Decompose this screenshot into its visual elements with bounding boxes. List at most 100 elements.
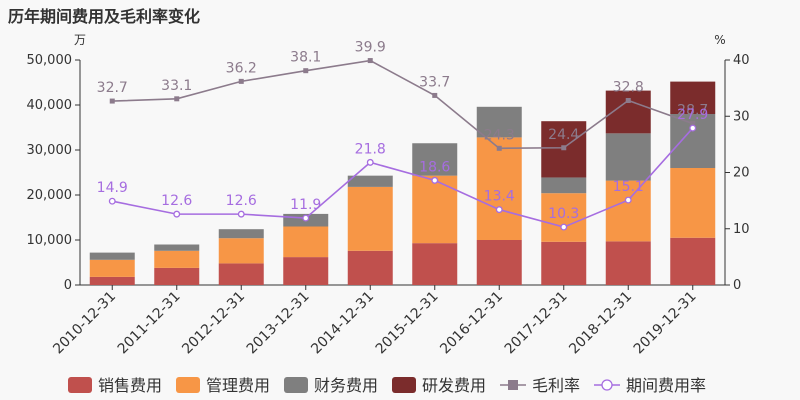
bar-segment (89, 252, 135, 260)
legend-swatch (176, 377, 200, 393)
point-marker (366, 158, 374, 166)
bar-segment (605, 241, 651, 285)
bar-segment (154, 250, 200, 268)
bar-segment (218, 238, 264, 264)
legend-marker (508, 380, 518, 390)
bar-segment (476, 137, 522, 240)
bar-segment (541, 241, 587, 285)
x-tick-label: 2013-12-31 (244, 289, 313, 358)
point-marker (496, 145, 502, 151)
data-label: 32.7 (97, 80, 128, 96)
data-label: 39.9 (355, 40, 386, 56)
x-tick-label: 2014-12-31 (308, 289, 377, 358)
bar-segment (412, 175, 458, 244)
y-tick-label-right: 10 (733, 222, 750, 237)
bar-segment (283, 257, 329, 285)
bar-segment (89, 259, 135, 277)
legend: 销售费用 管理费用 财务费用 研发费用 毛利率 期间费用率 (68, 376, 706, 395)
data-label: 24.3 (484, 127, 515, 143)
line-series (112, 127, 694, 228)
point-marker (495, 206, 503, 214)
y-tick-label-left: 0 (64, 278, 72, 293)
point-marker (625, 98, 631, 103)
point-marker (561, 145, 567, 151)
bar-segment (218, 263, 264, 285)
point-marker (109, 98, 115, 104)
bar-layer (89, 81, 716, 285)
x-tick-label: 2011-12-31 (115, 289, 184, 358)
bar-segment (89, 276, 135, 285)
y-tick-label-left: 50,000 (27, 53, 73, 68)
y-tick-label-left: 10,000 (27, 233, 73, 248)
x-tick-label: 2018-12-31 (566, 289, 635, 358)
chart-title: 历年期间费用及毛利率变化 (8, 7, 201, 26)
point-marker (560, 223, 568, 231)
y-tick-label-left: 40,000 (27, 98, 73, 113)
x-tick-label: 2010-12-31 (50, 289, 119, 358)
legend-label: 财务费用 (314, 376, 378, 395)
y-tick-label-left: 20,000 (27, 188, 73, 203)
y-axis-unit-right: % (714, 33, 725, 47)
data-label: 21.8 (355, 141, 386, 157)
bar-segment (476, 240, 522, 285)
legend-label: 毛利率 (532, 376, 580, 395)
legend-label: 管理费用 (206, 376, 270, 395)
point-marker (237, 210, 245, 218)
legend-label: 研发费用 (422, 376, 486, 395)
data-label: 12.6 (161, 193, 192, 209)
point-marker (431, 176, 439, 184)
data-label: 18.6 (419, 159, 450, 175)
y-tick-label-right: 0 (733, 278, 741, 293)
data-label: 38.1 (290, 50, 321, 66)
data-label: 24.4 (548, 127, 579, 143)
bar-segment (670, 168, 716, 238)
point-marker (367, 58, 373, 64)
legend-label: 期间费用率 (626, 376, 706, 395)
legend-swatch (68, 377, 92, 393)
bar-segment (283, 226, 329, 258)
point-marker (690, 121, 696, 127)
y-tick-label-left: 30,000 (27, 143, 73, 158)
legend-swatch (392, 377, 416, 393)
line-layer: 32.7 33.1 36.2 38.1 39.9 33.7 24.3 24.4 32.8 28.7… (97, 40, 708, 231)
legend-marker (601, 379, 613, 391)
x-tick-label: 2017-12-31 (502, 289, 571, 358)
point-marker (624, 196, 632, 204)
bar-segment (154, 244, 200, 251)
data-label: 12.6 (226, 193, 257, 209)
data-label: 14.9 (97, 180, 128, 196)
bar-segment (412, 243, 458, 285)
data-label: 13.4 (484, 189, 515, 205)
point-marker (174, 96, 180, 102)
data-label: 15.1 (613, 179, 644, 195)
y-tick-label-right: 20 (733, 166, 750, 181)
point-marker (303, 68, 309, 74)
bar-segment (670, 237, 716, 285)
y-tick-label-right: 30 (733, 109, 750, 124)
point-marker (432, 92, 438, 98)
point-marker (689, 124, 697, 132)
data-label: 33.7 (419, 74, 450, 90)
point-marker (238, 78, 244, 84)
data-label: 36.2 (226, 60, 257, 76)
line-series (112, 59, 694, 150)
data-label: 27.9 (677, 107, 708, 123)
data-label: 28.7 (677, 103, 708, 119)
bar-segment (605, 180, 651, 242)
bar-segment (347, 175, 393, 187)
bar-segment (218, 229, 264, 239)
x-tick-label: 2012-12-31 (179, 289, 248, 358)
bar-segment (476, 106, 522, 138)
bar-segment (347, 250, 393, 285)
legend-label: 销售费用 (98, 376, 162, 395)
point-marker (108, 197, 116, 205)
data-label: 32.8 (613, 80, 644, 96)
y-axis-unit-left: 万 (74, 33, 86, 47)
x-tick-label: 2019-12-31 (631, 289, 700, 358)
x-tick-label: 2016-12-31 (437, 289, 506, 358)
point-marker (173, 210, 181, 218)
point-marker (302, 214, 310, 222)
bar-segment (541, 177, 587, 194)
bar-segment (347, 186, 393, 251)
bar-segment (541, 193, 587, 242)
